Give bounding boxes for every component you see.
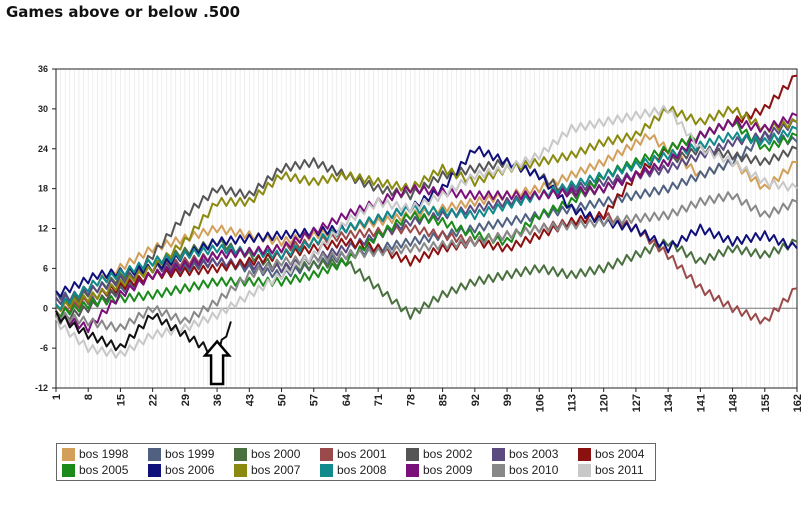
legend-swatch bbox=[62, 480, 75, 481]
legend-swatch bbox=[148, 448, 161, 461]
x-tick-label: 64 bbox=[341, 393, 353, 406]
legend-label: bos 1998 bbox=[79, 447, 129, 461]
x-tick-label: 162 bbox=[792, 394, 804, 412]
x-tick-label: 57 bbox=[309, 394, 321, 406]
legend-label: bos 2007 bbox=[251, 463, 301, 477]
legend-label: bos 2009 bbox=[423, 463, 473, 477]
legend-swatch bbox=[578, 448, 591, 461]
series-line bbox=[55, 112, 798, 334]
legend-label: bos 2002 bbox=[423, 447, 473, 461]
x-tick-label: 113 bbox=[566, 394, 578, 412]
y-tick-label: 18 bbox=[38, 184, 48, 194]
x-tick-label: 8 bbox=[83, 394, 95, 400]
legend-swatch bbox=[492, 448, 505, 461]
y-tick-label: -6 bbox=[40, 343, 48, 353]
x-tick-label: 43 bbox=[244, 394, 256, 406]
y-tick-label: -12 bbox=[35, 383, 48, 393]
x-tick-label: 92 bbox=[470, 394, 482, 406]
x-tick-label: 36 bbox=[212, 394, 224, 406]
legend-swatch bbox=[62, 464, 75, 477]
x-tick-label: 78 bbox=[405, 394, 417, 406]
legend-swatch bbox=[62, 448, 75, 461]
x-tick-label: 71 bbox=[373, 394, 385, 406]
up-arrow-icon bbox=[202, 339, 232, 386]
y-tick-label: 6 bbox=[43, 263, 48, 273]
series-line bbox=[55, 125, 798, 311]
legend-label: bos 2000 bbox=[251, 447, 301, 461]
legend-label: bos 2004 bbox=[595, 447, 645, 461]
series-line bbox=[55, 105, 798, 312]
y-tick-label: 36 bbox=[38, 64, 48, 74]
legend-label: bos 2001 bbox=[337, 447, 387, 461]
x-tick-label: 127 bbox=[631, 394, 643, 412]
x-tick-label: 85 bbox=[438, 394, 450, 406]
legend-swatch bbox=[234, 464, 247, 477]
x-tick-label: 155 bbox=[760, 394, 772, 412]
x-tick-label: 148 bbox=[728, 394, 740, 412]
legend-label: bos 2011 bbox=[595, 463, 644, 477]
legend-swatch bbox=[406, 464, 419, 477]
series-line bbox=[55, 211, 798, 325]
legend-label: bos 2010 bbox=[509, 463, 559, 477]
legend-label: bos 1999 bbox=[165, 447, 215, 461]
y-tick-label: 30 bbox=[38, 104, 48, 114]
x-tick-label: 50 bbox=[277, 394, 289, 406]
x-tick-label: 22 bbox=[148, 394, 160, 406]
legend-label: bos 2005 bbox=[79, 463, 129, 477]
series-line bbox=[55, 191, 798, 333]
x-tick-label: 29 bbox=[180, 394, 192, 406]
legend: bos 1998 bos 1999 bos 2000 bos 2001 bos 2002… bbox=[56, 443, 656, 481]
legend-label: bos 2008 bbox=[337, 463, 387, 477]
x-tick-label: 1 bbox=[51, 394, 63, 400]
chart-title: Games above or below .500 bbox=[6, 3, 241, 21]
legend-label: bos 2006 bbox=[165, 463, 215, 477]
legend-swatch bbox=[320, 448, 333, 461]
x-tick-label: 141 bbox=[695, 394, 707, 412]
x-tick-label: 15 bbox=[115, 394, 127, 406]
legend-label: bos 2003 bbox=[509, 447, 559, 461]
x-tick-label: 106 bbox=[534, 394, 546, 412]
series-line bbox=[55, 143, 798, 325]
series-line bbox=[55, 310, 232, 360]
x-tick-label: 120 bbox=[599, 394, 611, 412]
x-tick-label: 99 bbox=[502, 394, 514, 406]
legend-swatch bbox=[320, 464, 333, 477]
y-tick-label: 0 bbox=[43, 303, 48, 313]
legend-swatch bbox=[492, 464, 505, 477]
y-tick-label: 12 bbox=[38, 224, 48, 234]
legend-swatch bbox=[234, 448, 247, 461]
series-line bbox=[55, 119, 798, 319]
legend-swatch bbox=[148, 464, 161, 477]
x-tick-label: 134 bbox=[663, 393, 675, 412]
y-tick-label: 24 bbox=[38, 144, 48, 154]
legend-swatch bbox=[578, 464, 591, 477]
series-line bbox=[55, 130, 798, 307]
legend-swatch bbox=[406, 448, 419, 461]
